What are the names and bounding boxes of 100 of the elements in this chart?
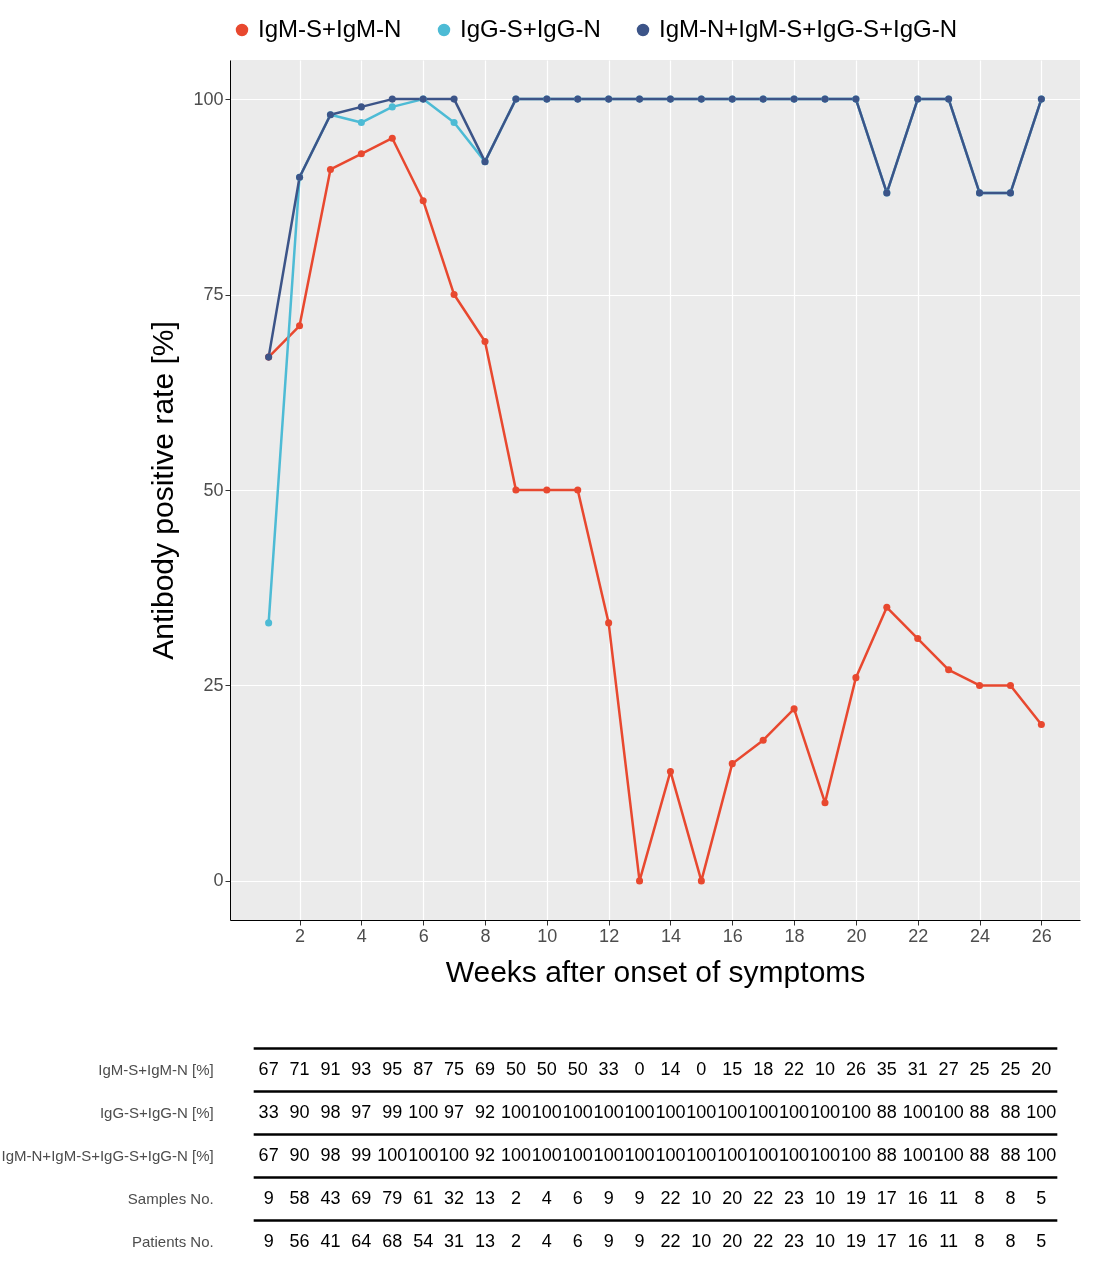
data-label: 14 [660,1058,681,1079]
x-tick-label: 10 [537,925,558,946]
data-label: 69 [351,1187,372,1208]
data-label: 93 [351,1058,372,1079]
data-label: 88 [969,1144,990,1165]
data-label: 100 [377,1144,408,1165]
data-label: 54 [413,1230,434,1251]
data-label: 100 [531,1144,562,1165]
data-label: 10 [814,1187,836,1208]
data-label: 100 [748,1144,779,1165]
data-label: 11 [939,1230,958,1251]
data-label: 50 [505,1058,526,1079]
data-label: 100 [840,1101,871,1122]
data-label: 67 [258,1144,279,1165]
legend-label: IgM-S+IgM-N [258,15,402,42]
data-label: 20 [722,1230,743,1251]
data-label: 16 [907,1187,928,1208]
data-label: 22 [660,1187,681,1208]
data-label: 22 [660,1230,681,1251]
data-label: 92 [474,1144,496,1165]
y-axis-title: Antibody positive rate [%] [146,321,180,660]
data-label: 25 [969,1058,990,1079]
data-label: 100 [902,1101,933,1122]
data-label: 9 [603,1187,614,1208]
data-label: 100 [593,1144,624,1165]
x-axis-title: Weeks after onset of symptoms [445,954,866,988]
data-label: 11 [939,1187,958,1208]
x-tick-label: 6 [418,925,429,946]
x-tick-label: 14 [660,925,681,946]
data-label: 20 [722,1187,743,1208]
data-label: 9 [634,1187,645,1208]
y-tick-label: Patients No. [131,1232,214,1250]
data-label: 67 [258,1058,279,1079]
data-label: 32 [444,1187,465,1208]
data-label: 4 [541,1230,552,1251]
data-label: 75 [444,1058,465,1079]
data-label: 2 [510,1230,521,1251]
data-label: 100 [933,1101,964,1122]
y-tick-label: IgG-S+IgG-N [%] [99,1103,214,1121]
data-label: 100 [655,1144,686,1165]
data-label: 100 [562,1101,593,1122]
data-label: 99 [351,1144,372,1165]
x-tick-label: 2 [295,925,306,946]
data-label: 10 [691,1230,712,1251]
data-label: 88 [1000,1101,1021,1122]
x-tick-label: 26 [1031,925,1052,946]
data-label: 8 [974,1230,985,1251]
x-tick-label: 20 [846,925,867,946]
data-label: 100 [1026,1101,1057,1122]
data-label: 56 [289,1230,310,1251]
data-label: 90 [289,1144,310,1165]
data-label: 88 [876,1101,897,1122]
y-tick-label: 25 [203,674,224,695]
x-tick-label: 24 [970,925,991,946]
data-label: 100 [593,1101,624,1122]
data-label: 100 [933,1144,964,1165]
legend-label: IgG-S+IgG-N [460,15,601,42]
data-label: 9 [634,1230,645,1251]
data-label: 99 [382,1101,403,1122]
data-label: 50 [567,1058,588,1079]
data-label: 100 [779,1144,810,1165]
legend-label: IgM-N+IgM-S+IgG-S+IgG-N [659,15,958,42]
data-label: 79 [382,1187,403,1208]
data-label: 15 [722,1058,743,1079]
data-label: 100 [624,1101,655,1122]
data-label: 58 [289,1187,310,1208]
data-label: 95 [382,1058,403,1079]
data-label: 6 [572,1230,583,1251]
data-label: 9 [603,1230,614,1251]
data-label: 22 [753,1230,774,1251]
data-label: 88 [1000,1144,1021,1165]
data-label: 100 [655,1101,686,1122]
data-label: 8 [974,1187,985,1208]
data-label: 100 [500,1101,531,1122]
x-tick-label: 12 [599,925,620,946]
data-label: 10 [814,1058,836,1079]
data-label: 100 [809,1144,841,1165]
data-label: 6 [572,1187,583,1208]
data-label: 33 [598,1058,619,1079]
data-label: 27 [938,1058,959,1079]
data-label: 100 [809,1101,841,1122]
data-label: 90 [289,1101,310,1122]
data-label: 100 [686,1144,717,1165]
x-tick-label: 18 [784,925,805,946]
data-label: 100 [902,1144,933,1165]
data-label: 10 [691,1187,712,1208]
data-label: 100 [779,1101,810,1122]
data-label: 20 [1031,1058,1052,1079]
data-label: 31 [444,1230,465,1251]
data-label: 9 [263,1230,274,1251]
data-label: 100 [748,1101,779,1122]
y-tick-label: 75 [203,284,224,305]
data-label: 23 [784,1230,805,1251]
data-label: 68 [382,1230,403,1251]
data-label: 35 [876,1058,897,1079]
data-label: 69 [474,1058,496,1079]
data-label: 97 [444,1101,465,1122]
y-tick-label: IgM-S+IgM-N [%] [98,1060,214,1078]
x-tick-label: 4 [356,925,367,946]
data-label: 100 [531,1101,562,1122]
